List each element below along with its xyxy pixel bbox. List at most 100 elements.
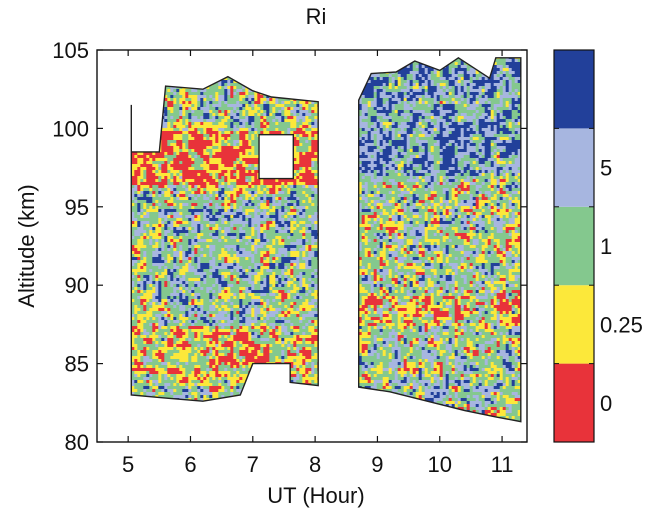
contour-cell: [293, 377, 300, 381]
contour-cell: [161, 296, 168, 300]
contour-cell: [134, 317, 138, 321]
contour-cell: [215, 116, 219, 120]
contour-cell: [263, 305, 267, 309]
contour-cell: [260, 107, 264, 111]
contour-cell: [281, 197, 285, 201]
contour-cell: [185, 386, 189, 390]
contour-cell: [281, 260, 291, 264]
contour-cell: [203, 308, 210, 312]
contour-cell: [245, 224, 249, 228]
contour-cell: [266, 302, 270, 306]
contour-cell: [239, 248, 246, 252]
contour-cell: [158, 206, 171, 210]
contour-cell: [305, 356, 312, 360]
contour-cell: [161, 362, 168, 366]
contour-cell: [269, 308, 276, 312]
contour-cell: [287, 200, 291, 204]
contour-cell: [215, 92, 219, 96]
contour-cell: [218, 308, 222, 312]
contour-cell: [137, 191, 141, 195]
contour-cell: [269, 206, 273, 210]
contour-cell: [293, 326, 300, 330]
contour-cell: [152, 359, 159, 363]
contour-cell: [299, 287, 303, 291]
contour-cell: [269, 239, 273, 243]
contour-cell: [131, 365, 138, 369]
contour-cell: [233, 368, 237, 372]
contour-cell: [200, 344, 207, 348]
contour-cell: [191, 359, 198, 363]
contour-cell: [260, 299, 264, 303]
contour-cell: [302, 113, 306, 117]
contour-cell: [281, 344, 285, 348]
contour-cell: [314, 212, 319, 216]
contour-cell: [149, 371, 159, 375]
contour-cell: [227, 98, 240, 102]
contour-cell: [134, 392, 141, 396]
contour-cell: [224, 176, 228, 180]
contour-cell: [176, 173, 180, 177]
contour-cell: [209, 305, 216, 309]
contour-cell: [290, 305, 294, 309]
contour-cell: [302, 125, 309, 129]
contour-cell: [272, 245, 285, 249]
contour-cell: [209, 320, 213, 324]
contour-cell: [179, 236, 183, 240]
contour-cell: [260, 263, 264, 267]
contour-cell: [302, 365, 306, 369]
contour-cell: [245, 365, 249, 369]
contour-cell: [164, 224, 168, 228]
contour-cell: [167, 269, 171, 273]
contour-cell: [164, 191, 171, 195]
contour-cell: [161, 245, 165, 249]
contour-cell: [272, 257, 276, 261]
contour-cell: [251, 236, 258, 240]
contour-cell: [155, 317, 159, 321]
contour-cell: [305, 212, 315, 216]
contour-cell: [131, 389, 138, 393]
contour-cell: [224, 275, 228, 279]
contour-cell: [209, 359, 216, 363]
contour-cell: [275, 329, 279, 333]
contour-cell: [236, 329, 240, 333]
contour-cell: [215, 113, 219, 117]
contour-cell: [194, 257, 198, 261]
contour-cell: [152, 161, 165, 165]
contour-cell: [197, 260, 201, 264]
contour-cell: [242, 341, 255, 345]
contour-cell: [164, 113, 168, 117]
contour-cell: [290, 206, 294, 210]
contour-cell: [152, 206, 156, 210]
contour-cell: [146, 206, 150, 210]
contour-cell: [290, 221, 297, 225]
contour-cell: [302, 380, 306, 384]
contour-cell: [239, 125, 246, 129]
contour-cell: [182, 95, 186, 99]
contour-cell: [191, 191, 195, 195]
contour-cell: [131, 290, 135, 294]
contour-cell: [203, 377, 207, 381]
contour-cell: [263, 314, 267, 318]
contour-cell: [167, 119, 177, 123]
contour-cell: [164, 209, 177, 213]
contour-cell: [275, 101, 279, 105]
contour-cell: [275, 314, 279, 318]
contour-cell: [188, 335, 195, 339]
contour-cell: [245, 92, 249, 96]
contour-cell: [197, 308, 201, 312]
contour-cell: [170, 125, 174, 129]
contour-cell: [248, 212, 255, 216]
contour-cell: [188, 311, 195, 315]
contour-cell: [176, 203, 180, 207]
contour-cell: [287, 191, 291, 195]
contour-cell: [191, 305, 195, 309]
contour-cell: [239, 320, 246, 324]
contour-cell: [209, 251, 213, 255]
contour-cell: [254, 92, 258, 96]
contour-cell: [200, 317, 207, 321]
contour-cell: [281, 311, 285, 315]
contour-cell: [176, 152, 180, 156]
contour-cell: [212, 95, 216, 99]
contour-cell: [131, 302, 141, 306]
contour-cell: [296, 224, 300, 228]
